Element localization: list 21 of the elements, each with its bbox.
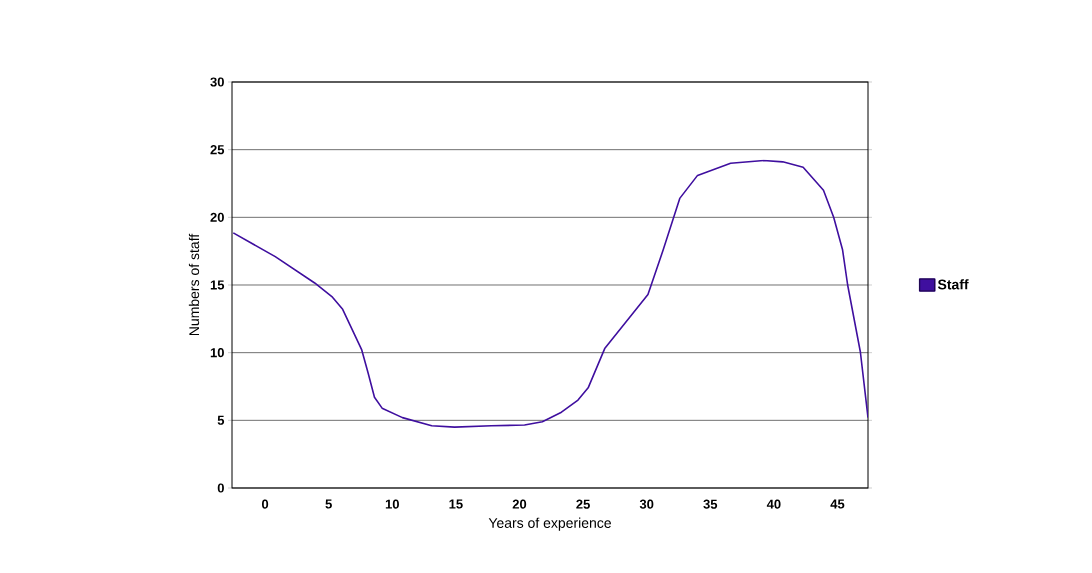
y-tick-label: 20 xyxy=(210,212,224,222)
x-tick-label: 20 xyxy=(512,499,527,509)
x-tick-label: 35 xyxy=(703,499,718,509)
legend-label: Staff xyxy=(937,279,969,290)
y-tick-label: 15 xyxy=(210,280,225,290)
y-axis-title: Numbers of staff xyxy=(188,233,200,336)
x-tick-label: 15 xyxy=(449,499,463,509)
y-tick-label: 30 xyxy=(210,77,224,87)
x-tick-label: 30 xyxy=(639,499,654,509)
y-tick-label: 10 xyxy=(210,348,224,358)
x-tick-label: 5 xyxy=(325,499,332,509)
x-tick-label: 25 xyxy=(576,499,590,509)
y-tick-label: 25 xyxy=(210,145,225,155)
line-series xyxy=(232,159,868,428)
x-tick-label: 10 xyxy=(385,499,399,509)
x-tick-label: 45 xyxy=(830,499,845,509)
y-tick-label: 0 xyxy=(217,483,224,493)
x-tick-label: 0 xyxy=(261,499,269,509)
x-axis-title: Years of experience xyxy=(488,517,611,531)
x-tick-label: 40 xyxy=(766,499,781,509)
y-tick-label: 5 xyxy=(217,415,225,425)
